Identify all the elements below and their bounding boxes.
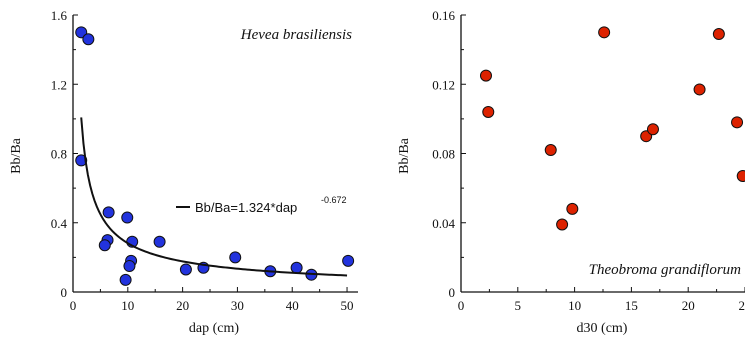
hevea-data-point: [102, 206, 115, 219]
hevea-y-tick-label: 1.6: [51, 8, 68, 23]
theobroma-data-point: [736, 170, 745, 183]
hevea-data-point: [75, 154, 88, 167]
hevea-x-tick-label: 50: [341, 298, 354, 313]
theobroma-data-point: [482, 105, 495, 118]
theobroma-data-point: [566, 202, 579, 215]
hevea-y-tick-label: 0: [61, 285, 68, 300]
hevea-chart: 0 10 20 30 40 50 0 0.4 0.8 1.2 1.6 Hevea brasilien…: [9, 8, 358, 336]
hevea-fit-exponent: -0.672: [321, 195, 347, 205]
hevea-x-tick-label: 30: [231, 298, 244, 313]
theobroma-x-tick-label: 0: [458, 298, 465, 313]
theobroma-annotation: Theobroma grandiflorum: [589, 262, 742, 278]
theobroma-y-tick-label: 0.16: [432, 8, 455, 23]
theobroma-y-tick-label: 0.08: [432, 147, 455, 162]
hevea-y-tick-label: 0.4: [51, 216, 68, 231]
hevea-annotation: Hevea brasiliensis: [240, 27, 352, 43]
hevea-points: [75, 26, 355, 286]
hevea-fit-curve: [80, 117, 348, 277]
theobroma-x-tick-label: 10: [568, 298, 581, 313]
hevea-data-point: [98, 239, 111, 252]
hevea-data-point: [290, 261, 303, 274]
theobroma-data-point: [598, 26, 611, 39]
hevea-x-tick-label: 20: [176, 298, 189, 313]
hevea-fit-equation: Bb/Ba=1.324*dap: [195, 200, 297, 215]
hevea-y-tick-label: 0.8: [51, 147, 67, 162]
theobroma-chart: 0 5 10 15 20 25 0 0.04 0.08 0.12 0.16 Theobroma gr…: [397, 8, 745, 336]
theobroma-x-tick-label: 15: [625, 298, 638, 313]
hevea-x-tick-label: 0: [70, 298, 77, 313]
hevea-x-tick-label: 10: [121, 298, 134, 313]
hevea-data-point: [123, 260, 136, 273]
theobroma-y-tick-label: 0.04: [432, 216, 455, 231]
hevea-y-tick-label: 1.2: [51, 77, 67, 92]
theobroma-x-tick-label: 5: [515, 298, 522, 313]
hevea-data-point: [121, 211, 134, 224]
theobroma-xlabel: d30 (cm): [577, 321, 628, 336]
theobroma-x-tick-label: 25: [739, 298, 745, 313]
theobroma-data-point: [712, 28, 725, 41]
hevea-data-point: [82, 33, 95, 46]
hevea-data-point: [179, 263, 192, 276]
theobroma-data-point: [556, 218, 569, 231]
hevea-data-point: [153, 235, 166, 248]
theobroma-data-point: [693, 83, 706, 96]
theobroma-y-tick-label: 0.12: [432, 77, 455, 92]
theobroma-data-point: [544, 144, 557, 157]
theobroma-data-point: [646, 123, 659, 136]
hevea-data-point: [342, 254, 355, 267]
hevea-axes: 0 10 20 30 40 50 0 0.4 0.8 1.2 1.6: [51, 8, 358, 313]
hevea-x-tick-label: 40: [286, 298, 299, 313]
hevea-ylabel: Bb/Ba: [9, 137, 24, 174]
theobroma-y-tick-label: 0: [449, 285, 456, 300]
theobroma-data-point: [731, 116, 744, 129]
theobroma-points: [479, 26, 745, 231]
hevea-data-point: [75, 26, 88, 39]
hevea-data-point: [229, 251, 242, 264]
theobroma-data-point: [479, 69, 492, 82]
hevea-data-point: [119, 273, 132, 286]
theobroma-axes: 0 5 10 15 20 25 0 0.04 0.08 0.12 0.16: [432, 8, 745, 313]
hevea-xlabel: dap (cm): [189, 321, 239, 336]
theobroma-ylabel: Bb/Ba: [397, 137, 412, 174]
theobroma-x-tick-label: 20: [682, 298, 695, 313]
